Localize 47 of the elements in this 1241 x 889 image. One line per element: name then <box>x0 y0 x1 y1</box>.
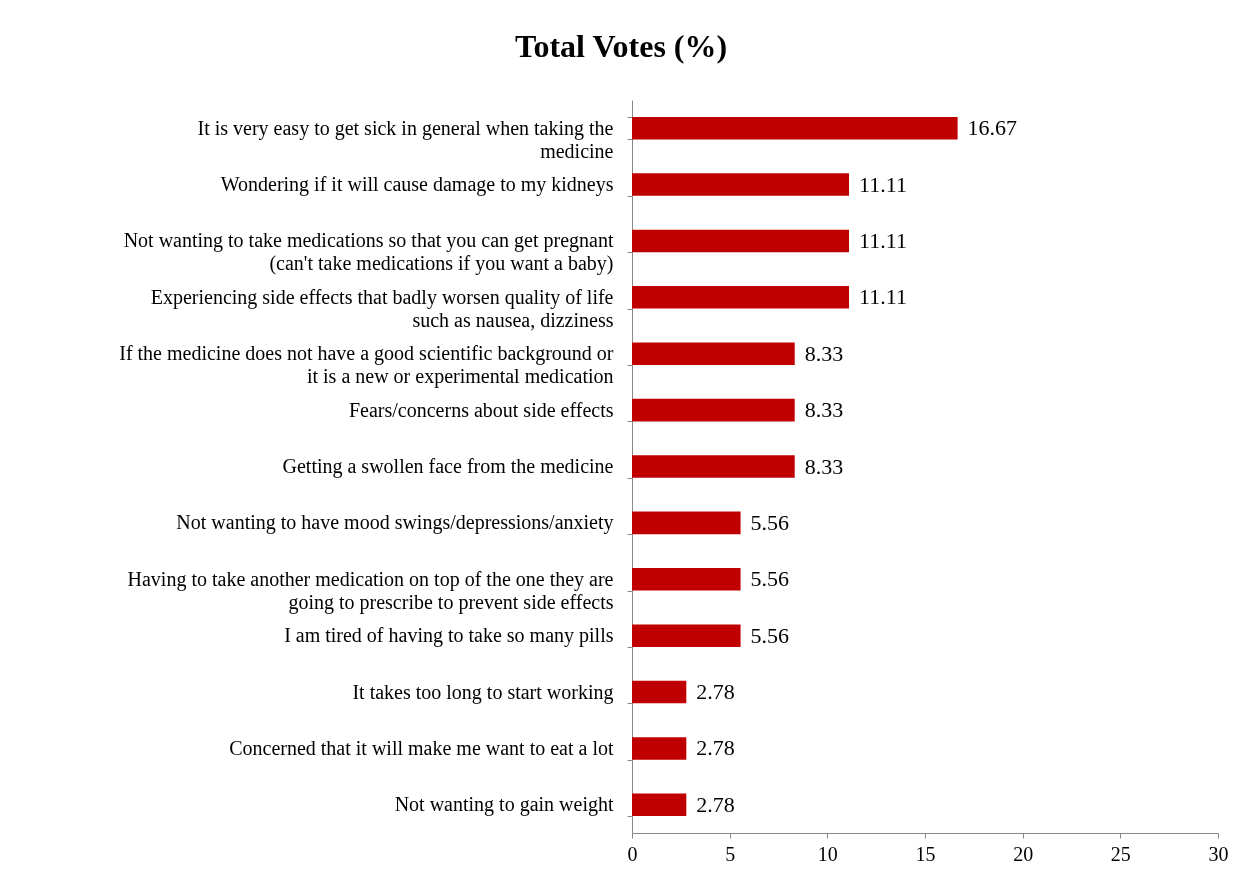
y-tick-label: I am tired of having to take so many pills <box>284 624 614 648</box>
data-label: 11.11 <box>859 227 907 253</box>
bar <box>632 737 687 760</box>
x-tick-label: 10 <box>817 842 838 865</box>
y-tick-label: Not wanting to have mood swings/depressions/anxiety <box>176 511 614 535</box>
y-tick-label: Not wanting to take medications so that you can get pregnant (can't take medications if you want a baby) <box>123 229 614 276</box>
chart-title: Total Votes (%) <box>515 28 728 64</box>
data-label: 11.11 <box>859 284 907 310</box>
y-tick-label: Wondering if it will cause damage to my kidneys <box>220 173 614 197</box>
bar <box>632 398 795 422</box>
x-tick-label: 5 <box>725 842 736 865</box>
data-label: 11.11 <box>859 171 907 197</box>
data-label: 2.78 <box>696 679 735 705</box>
bar <box>632 286 850 309</box>
data-label: 8.33 <box>804 397 844 423</box>
bar <box>632 511 741 535</box>
y-tick-label: Having to take another medication on top of the one they are going to prescribe to prevent side effects <box>127 567 614 614</box>
x-tick-label: 30 <box>1208 842 1229 865</box>
y-tick-label: Getting a swollen face from the medicine <box>282 455 614 478</box>
y-tick-label: Fears/concerns about side effects <box>348 398 614 421</box>
data-label: 5.56 <box>750 622 790 648</box>
bar <box>632 229 850 253</box>
data-label: 5.56 <box>750 509 790 535</box>
data-label: 8.33 <box>804 453 844 479</box>
x-tick-label: 20 <box>1013 842 1034 865</box>
y-tick-label: It is very easy to get sick in general when taking the medicine <box>197 116 614 162</box>
bar <box>632 680 687 704</box>
bar <box>632 624 741 647</box>
bar <box>632 342 795 366</box>
y-tick-label: Experiencing side effects that badly worsen quality of life such as nausea, dizziness <box>150 285 614 331</box>
bar <box>632 567 741 591</box>
x-tick-label: 0 <box>627 842 638 865</box>
data-label: 8.33 <box>804 340 844 366</box>
y-tick-label: If the medicine does not have a good scientific background or it is a new or experimental medication <box>119 342 614 389</box>
bar <box>632 793 687 817</box>
x-tick-label: 25 <box>1110 842 1131 865</box>
x-tick-label: 15 <box>915 842 936 865</box>
data-label: 2.78 <box>696 791 735 817</box>
bar <box>632 455 795 478</box>
y-tick-label: Concerned that it will make me want to eat a lot <box>229 736 614 759</box>
y-tick-label: Not wanting to gain weight <box>394 793 614 817</box>
y-tick-label: It takes too long to start working <box>352 680 614 704</box>
data-label: 2.78 <box>696 735 735 761</box>
data-label: 16.67 <box>967 115 1018 141</box>
data-label: 5.56 <box>750 566 790 592</box>
bar <box>632 116 958 140</box>
bar <box>632 173 850 196</box>
